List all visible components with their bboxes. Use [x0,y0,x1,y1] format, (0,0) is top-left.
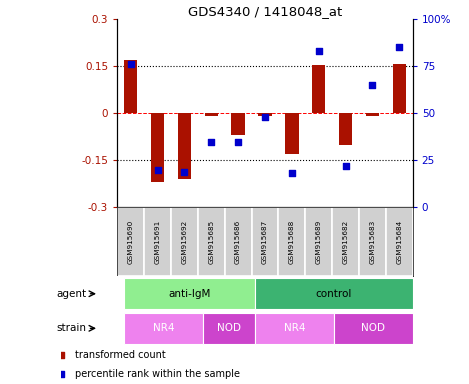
Bar [204,113,218,116]
Point [369,82,376,88]
Point [233,275,241,281]
Text: anti-IgM: anti-IgM [169,289,211,299]
Text: GSM915684: GSM915684 [396,220,402,264]
Bar [124,60,137,113]
Point [315,48,323,54]
Text: GSM915688: GSM915688 [289,220,295,264]
Text: GSM915692: GSM915692 [182,220,188,264]
FancyBboxPatch shape [256,278,413,310]
FancyBboxPatch shape [144,207,171,276]
FancyBboxPatch shape [305,207,332,276]
FancyBboxPatch shape [124,278,256,310]
Point [127,61,135,68]
Text: GSM915686: GSM915686 [235,220,241,264]
Text: GSM915683: GSM915683 [370,220,375,264]
Text: NOD: NOD [362,323,386,333]
Bar [339,113,352,145]
Point [342,163,349,169]
FancyBboxPatch shape [225,207,251,276]
Text: GSM915682: GSM915682 [342,220,348,264]
Text: control: control [316,289,352,299]
Text: GSM915691: GSM915691 [155,220,160,264]
Point [154,167,161,173]
Text: NR4: NR4 [153,323,174,333]
Text: NOD: NOD [217,323,241,333]
FancyBboxPatch shape [359,207,386,276]
FancyBboxPatch shape [279,207,305,276]
FancyBboxPatch shape [198,207,225,276]
Text: GSM915685: GSM915685 [208,220,214,264]
FancyBboxPatch shape [117,207,144,276]
FancyBboxPatch shape [203,313,256,344]
FancyBboxPatch shape [256,313,334,344]
Text: GSM915690: GSM915690 [128,220,134,264]
Text: GSM915689: GSM915689 [316,220,322,264]
Title: GDS4340 / 1418048_at: GDS4340 / 1418048_at [188,5,342,18]
Text: agent: agent [56,289,86,299]
FancyBboxPatch shape [332,207,359,276]
Point [288,170,295,177]
Bar [285,113,299,154]
Bar [178,113,191,179]
FancyBboxPatch shape [251,207,279,276]
Bar [258,113,272,116]
FancyBboxPatch shape [171,207,198,276]
Point [234,139,242,145]
Bar [366,113,379,116]
FancyBboxPatch shape [124,313,203,344]
Bar [151,113,164,182]
Text: transformed count: transformed count [75,350,166,360]
Text: strain: strain [56,323,86,333]
Bar [393,64,406,113]
FancyBboxPatch shape [334,313,413,344]
Bar [231,113,245,135]
Text: GSM915687: GSM915687 [262,220,268,264]
FancyBboxPatch shape [386,207,413,276]
Point [181,169,188,175]
Point [395,45,403,51]
Text: percentile rank within the sample: percentile rank within the sample [75,369,240,379]
Point [261,114,269,120]
Point [207,139,215,145]
Point [233,100,241,106]
Text: NR4: NR4 [284,323,305,333]
Bar [312,65,325,113]
